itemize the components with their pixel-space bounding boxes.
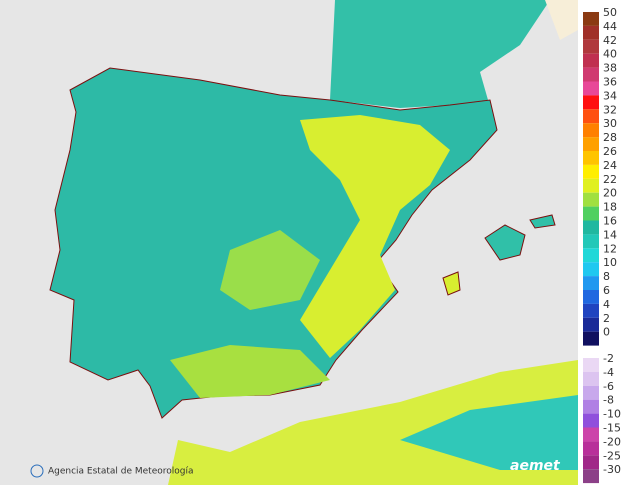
legend-label: 28 bbox=[603, 131, 617, 144]
legend-label: 0 bbox=[603, 326, 610, 339]
legend-label: 8 bbox=[603, 270, 610, 283]
legend-label: -6 bbox=[603, 380, 614, 393]
africa-cool bbox=[400, 395, 578, 470]
credit: Agencia Estatal de Meteorología bbox=[48, 467, 194, 477]
legend-label: -15 bbox=[603, 422, 621, 435]
ibiza bbox=[442, 271, 461, 296]
legend-swatch bbox=[583, 262, 599, 277]
legend-label: 42 bbox=[603, 34, 617, 47]
legend-swatch bbox=[583, 290, 599, 304]
legend-swatch bbox=[583, 164, 599, 179]
legend-swatch bbox=[583, 441, 599, 456]
legend-label: 24 bbox=[603, 159, 617, 172]
legend-swatch bbox=[583, 385, 599, 400]
legend-label: 36 bbox=[603, 76, 617, 89]
legend-swatch bbox=[583, 220, 599, 235]
legend-swatch bbox=[583, 234, 599, 249]
legend-swatch bbox=[583, 371, 599, 386]
legend-swatch bbox=[583, 81, 599, 96]
legend-swatch bbox=[583, 331, 599, 346]
map bbox=[0, 0, 578, 485]
legend-swatch bbox=[583, 123, 599, 138]
legend-label: -8 bbox=[603, 394, 614, 407]
legend-label: 16 bbox=[603, 215, 617, 228]
legend-label: -25 bbox=[603, 449, 621, 462]
legend-swatch bbox=[583, 109, 599, 124]
italy bbox=[545, 0, 578, 40]
legend-swatch bbox=[583, 469, 599, 484]
logo: aemet bbox=[510, 458, 561, 474]
legend-label: 12 bbox=[603, 242, 617, 255]
legend-swatch bbox=[583, 358, 599, 372]
legend-label: -30 bbox=[603, 463, 621, 476]
legend-swatch bbox=[583, 413, 599, 428]
legend-swatch bbox=[583, 455, 599, 470]
legend-swatch bbox=[583, 67, 599, 82]
legend-swatch bbox=[583, 151, 599, 165]
legend: 5044424038363432302826242220181614121086… bbox=[583, 6, 621, 484]
legend-swatch bbox=[583, 178, 599, 193]
legend-label: 44 bbox=[603, 20, 617, 33]
legend-label: 22 bbox=[603, 173, 617, 186]
legend-label: 32 bbox=[603, 103, 617, 116]
legend-label: -4 bbox=[603, 366, 614, 379]
legend-swatch bbox=[583, 12, 599, 26]
legend-swatch bbox=[583, 303, 599, 318]
legend-label: 14 bbox=[603, 228, 617, 241]
mild-area bbox=[170, 345, 330, 398]
legend-swatch bbox=[583, 317, 599, 332]
legend-label: -2 bbox=[603, 352, 614, 365]
legend-swatch bbox=[583, 95, 599, 110]
legend-swatch bbox=[583, 53, 599, 68]
legend-label: 4 bbox=[603, 298, 610, 311]
legend-swatch bbox=[583, 427, 599, 442]
legend-label: 10 bbox=[603, 256, 617, 269]
legend-swatch bbox=[583, 39, 599, 54]
legend-swatch bbox=[583, 25, 599, 40]
legend-label: 30 bbox=[603, 117, 617, 130]
mild-area bbox=[220, 230, 320, 310]
legend-swatch bbox=[583, 137, 599, 151]
legend-label: 18 bbox=[603, 201, 617, 214]
legend-label: 34 bbox=[603, 89, 617, 102]
legend-label: 40 bbox=[603, 48, 617, 61]
mallorca bbox=[484, 224, 526, 261]
legend-swatch bbox=[583, 192, 599, 207]
france bbox=[330, 0, 550, 108]
legend-label: -10 bbox=[603, 408, 621, 421]
legend-swatch bbox=[583, 399, 599, 414]
legend-label: 50 bbox=[603, 6, 617, 19]
legend-label: 26 bbox=[603, 145, 617, 158]
warm-area bbox=[300, 115, 450, 358]
legend-swatch bbox=[583, 206, 599, 221]
legend-label: -20 bbox=[603, 435, 621, 448]
legend-label: 20 bbox=[603, 187, 617, 200]
legend-label: 38 bbox=[603, 62, 617, 75]
legend-swatch bbox=[583, 248, 599, 263]
menorca bbox=[529, 214, 556, 229]
legend-swatch bbox=[583, 276, 599, 290]
credit-icon bbox=[30, 464, 44, 478]
legend-label: 2 bbox=[603, 312, 610, 325]
legend-label: 6 bbox=[603, 284, 610, 297]
